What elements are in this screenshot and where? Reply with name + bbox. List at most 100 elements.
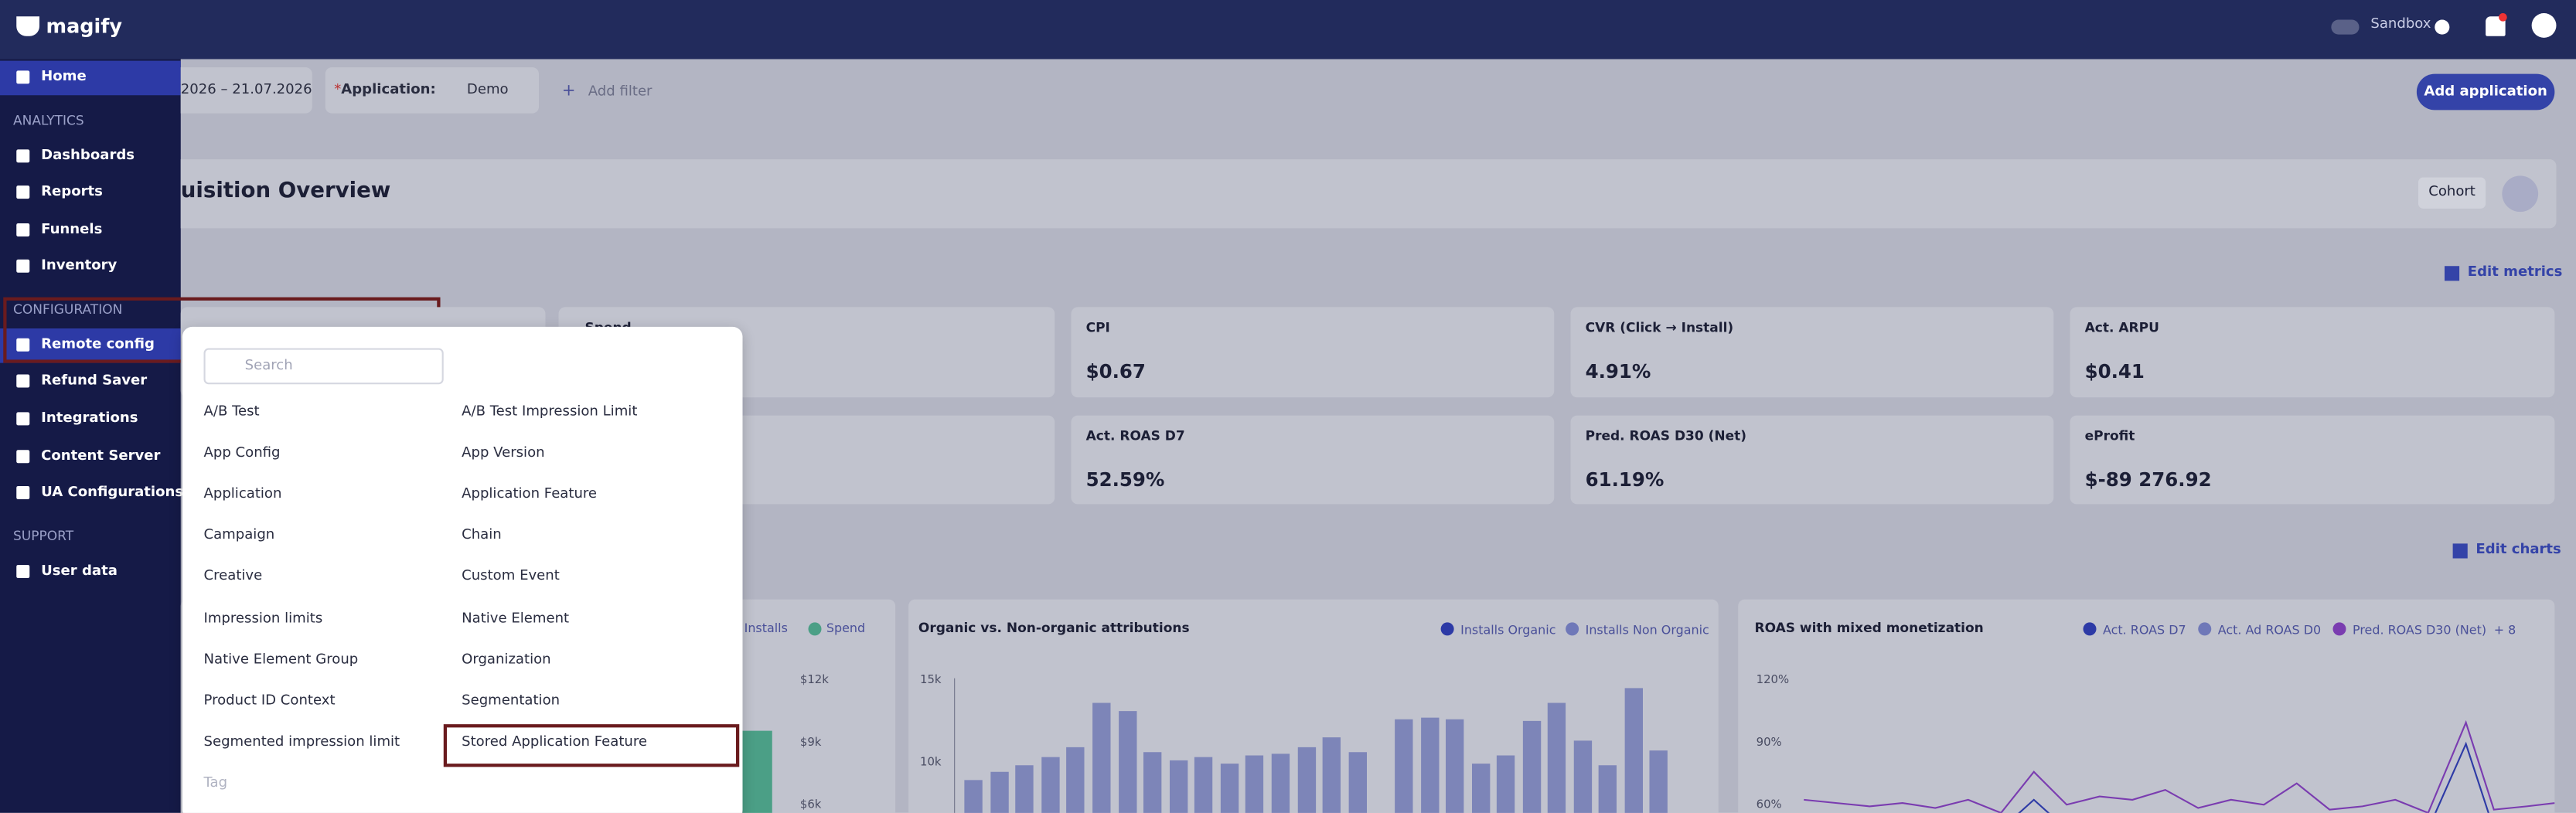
legend-dot [2083, 622, 2097, 636]
nav-heading: CONFIGURATION [13, 302, 123, 318]
application-filter[interactable]: *Application: Demo [325, 67, 539, 114]
option[interactable]: A/B Test [203, 403, 260, 420]
filter-value: Demo [466, 82, 509, 99]
tick: 90% [1756, 736, 1782, 749]
more-legend[interactable]: + 8 [2493, 622, 2516, 638]
option[interactable]: Custom Event [462, 569, 560, 586]
nav-item[interactable]: Funnels [41, 221, 103, 239]
dashboard-title[interactable]: uisition Overview [180, 179, 391, 204]
legend-dot [1440, 622, 1454, 636]
icon [16, 565, 30, 578]
sandbox-label: Sandbox [2370, 16, 2431, 33]
tick: $6k [799, 798, 822, 811]
metric-label: eProfit [2084, 428, 2135, 444]
legend-dot [2332, 622, 2346, 636]
date-filter[interactable]: 2026 – 21.07.2026 [180, 67, 312, 114]
filter-label: Application: [341, 82, 436, 99]
chart-card: ROAS with mixed monetization Act. ROAS D… [1738, 599, 2555, 813]
icon [16, 450, 30, 464]
logo[interactable]: magify [46, 15, 123, 38]
sandbox-toggle[interactable] [2331, 19, 2360, 35]
metric-value: $0.67 [1085, 359, 1146, 383]
dropdown: Search [182, 326, 743, 813]
nav-item[interactable]: Refund Saver [41, 372, 148, 389]
edit-metrics[interactable]: Edit metrics [2467, 264, 2563, 281]
icon [16, 374, 30, 388]
option[interactable]: Impression limits [203, 610, 323, 627]
legend: Act. Ad ROAS D0 [2217, 622, 2322, 638]
chart-title: Organic vs. Non-organic attributions [918, 621, 1190, 636]
nav-item[interactable]: Home [41, 69, 87, 86]
bars [953, 678, 1668, 813]
option[interactable]: Product ID Context [203, 692, 336, 709]
metric-label: Act. ROAS D7 [1085, 428, 1185, 444]
tick: $12k [799, 673, 829, 687]
option[interactable]: Segmentation [462, 692, 561, 709]
search-input[interactable]: Search [203, 348, 444, 385]
edit-charts[interactable]: Edit charts [2475, 542, 2561, 559]
chart-title: ROAS with mixed monetization [1754, 621, 1984, 636]
nav-item[interactable]: UA Configurations [41, 484, 184, 502]
option[interactable]: Application [203, 486, 282, 503]
nav-item[interactable]: Content Server [41, 448, 161, 465]
option[interactable]: Chain [462, 527, 502, 545]
highlight-box [443, 724, 740, 767]
option[interactable]: A/B Test Impression Limit [462, 403, 638, 420]
nav-heading: SUPPORT [13, 529, 74, 544]
option[interactable]: Campaign [203, 527, 275, 545]
avatar[interactable] [2531, 13, 2557, 38]
icon [16, 149, 30, 163]
more-button[interactable] [2502, 175, 2539, 213]
metric-card: Pred. ROAS D30 (Net) 61.19% [1570, 415, 2054, 505]
nav-item[interactable]: Inventory [41, 257, 118, 274]
option[interactable]: Tag [203, 774, 228, 792]
nav-item[interactable]: Dashboards [41, 148, 135, 165]
option[interactable]: Native Element Group [203, 651, 359, 668]
date: 2026 – 21.07.2026 [180, 82, 312, 99]
nav-item[interactable]: Remote config [41, 336, 155, 353]
nav-heading: ANALYTICS [13, 113, 84, 128]
metric-card: Act. ARPU $0.41 [2070, 307, 2555, 398]
logo-icon [16, 16, 39, 36]
header-card [180, 159, 2557, 229]
metric-value: $-89 276.92 [2084, 468, 2212, 492]
metric-card: CPI $0.67 [1071, 307, 1555, 398]
metric-label: Act. ARPU [2084, 320, 2159, 335]
sidebar [0, 59, 181, 813]
option[interactable]: Application Feature [462, 486, 598, 503]
add-application[interactable]: Add application [2416, 73, 2555, 111]
metric-label: CPI [1085, 320, 1110, 335]
nav-item[interactable]: Integrations [41, 410, 138, 427]
legend: Spend [826, 621, 866, 636]
remote-config-active [0, 328, 181, 363]
option[interactable]: App Version [462, 445, 545, 462]
tick: 15k [920, 673, 942, 687]
option[interactable]: Creative [203, 569, 263, 586]
nav-item[interactable]: Reports [41, 184, 103, 201]
icon [16, 412, 30, 426]
nav-item[interactable]: User data [41, 563, 118, 580]
icon [16, 70, 30, 84]
info-icon[interactable] [2435, 19, 2450, 35]
lines [1804, 719, 2555, 813]
legend-dot [2198, 622, 2212, 636]
option[interactable]: Segmented impression limit [203, 733, 400, 750]
metric-label: Pred. ROAS D30 (Net) [1585, 428, 1747, 444]
legend-dot [1566, 622, 1579, 636]
tick: 120% [1756, 673, 1790, 687]
cohort-button[interactable]: Cohort [2418, 177, 2486, 209]
top-bar [0, 0, 2576, 60]
option[interactable]: Organization [462, 651, 551, 668]
option[interactable]: Native Element [462, 610, 570, 627]
legend: Installs Non Organic [1585, 622, 1709, 638]
icon [16, 223, 30, 236]
metric-card: Act. ROAS D7 52.59% [1071, 415, 1555, 505]
option[interactable]: App Config [203, 445, 281, 462]
plus: + [561, 82, 576, 100]
badge [2499, 13, 2507, 22]
legend: Act. ROAS D7 [2103, 622, 2186, 638]
legend: Installs [744, 621, 788, 636]
add-filter[interactable]: Add filter [588, 83, 653, 100]
option[interactable]: Stored Application Feature [462, 733, 648, 750]
